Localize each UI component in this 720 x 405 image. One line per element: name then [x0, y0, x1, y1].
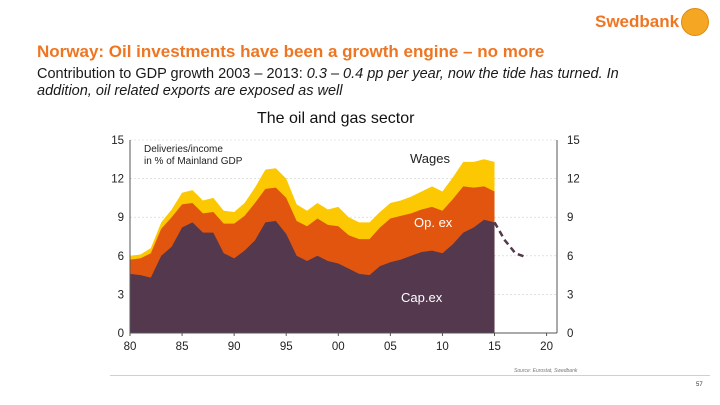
- y-tick-label-left: 12: [111, 174, 124, 186]
- y-label-line2: in % of Mainland GDP: [144, 156, 243, 167]
- x-tick-label: 85: [176, 341, 189, 353]
- y-tick-label-right: 9: [567, 212, 573, 224]
- y-tick-label-left: 0: [118, 328, 124, 340]
- x-tick-label: 00: [332, 341, 345, 353]
- source-note: Source: Eurostat, Swedbank: [514, 368, 578, 374]
- x-tick-label: 90: [228, 341, 241, 353]
- slide-title: Norway: Oil investments have been a grow…: [37, 42, 545, 61]
- y-tick-label-right: 3: [567, 289, 573, 301]
- annotation-capex: Cap.ex: [401, 290, 443, 305]
- y-label-line1: Deliveries/income: [144, 144, 223, 155]
- brand-name: Swedbank: [595, 12, 680, 31]
- area-cap-ex: [130, 219, 495, 333]
- annotation-opex: Op. ex: [414, 215, 453, 230]
- subtitle-normal: Contribution to GDP growth 2003 – 2013:: [37, 66, 307, 82]
- footer-divider: [110, 375, 710, 376]
- y-tick-label-right: 0: [567, 328, 573, 340]
- slide-subtitle: Contribution to GDP growth 2003 – 2013: …: [37, 66, 677, 100]
- x-tick-label: 95: [280, 341, 293, 353]
- projection-line: [493, 221, 527, 259]
- subtitle-italic: 0.3 – 0.4 pp per year, now the tide has …: [37, 66, 619, 99]
- y-tick-label-left: 9: [118, 212, 124, 224]
- x-tick-label: 05: [384, 341, 397, 353]
- y-tick-label-left: 15: [111, 135, 124, 147]
- page-number: 57: [696, 382, 703, 388]
- y-tick-label-left: 6: [118, 251, 124, 263]
- x-tick-label: 20: [540, 341, 553, 353]
- swedbank-logo-icon: [681, 8, 709, 36]
- y-tick-label-right: 15: [567, 135, 580, 147]
- annotation-wages: Wages: [410, 151, 450, 166]
- y-tick-label-right: 6: [567, 251, 573, 263]
- y-tick-label-right: 12: [567, 174, 580, 186]
- chart-title: The oil and gas sector: [257, 110, 415, 127]
- y-tick-label-left: 3: [118, 289, 124, 301]
- x-tick-label: 15: [488, 341, 501, 353]
- x-tick-label: 10: [436, 341, 449, 353]
- x-tick-label: 80: [124, 341, 137, 353]
